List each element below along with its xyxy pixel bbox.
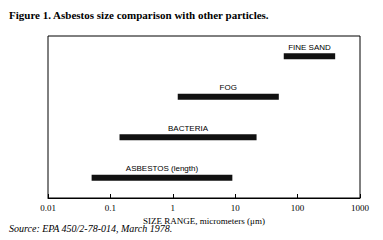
svg-text:0.01: 0.01 (40, 203, 56, 213)
svg-text:ASBESTOS (length): ASBESTOS (length) (126, 164, 199, 173)
svg-text:1: 1 (171, 203, 176, 213)
svg-text:FINE SAND: FINE SAND (288, 43, 331, 52)
svg-text:SIZE RANGE, micrometers (μm): SIZE RANGE, micrometers (μm) (143, 216, 265, 227)
svg-text:100: 100 (291, 203, 305, 213)
svg-text:BACTERIA: BACTERIA (168, 124, 209, 133)
svg-text:1000: 1000 (351, 203, 370, 213)
svg-text:Figure 1. Asbestos size compar: Figure 1. Asbestos size comparison with … (9, 9, 269, 21)
svg-text:0.1: 0.1 (105, 203, 116, 213)
svg-text:10: 10 (231, 203, 241, 213)
svg-text:FOG: FOG (220, 83, 237, 92)
svg-text:Source: EPA 450/2-78-014, Marc: Source: EPA 450/2-78-014, March 1978. (9, 223, 172, 234)
